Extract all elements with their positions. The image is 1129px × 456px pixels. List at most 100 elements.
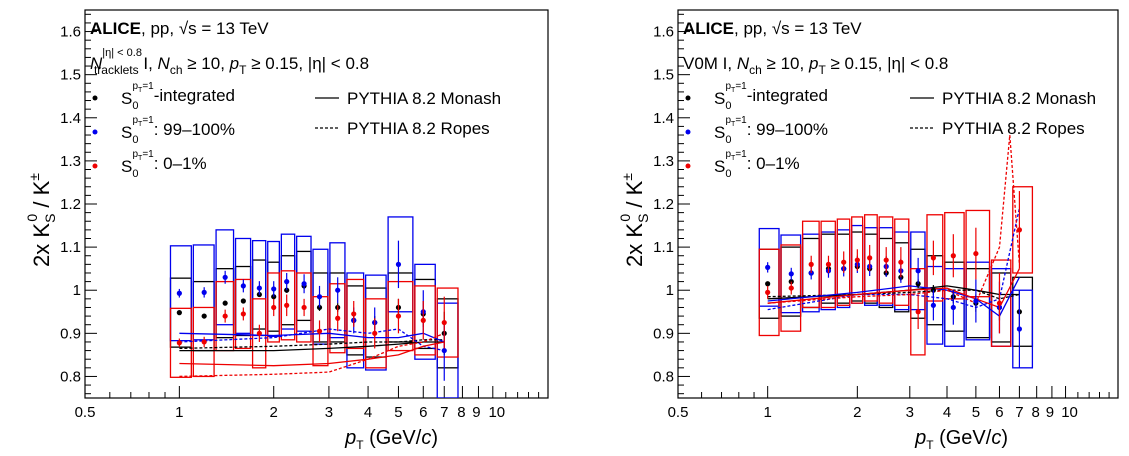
model-curve (179, 332, 445, 378)
sel-v0m: V0M I, (683, 54, 737, 73)
x-axis-title-p: p (344, 427, 356, 449)
data-point (883, 257, 889, 263)
header-energy: √s = 13 TeV (179, 19, 269, 38)
y-axis-title-slash: / K (622, 180, 647, 213)
header-experiment: ALICE (683, 19, 734, 38)
syst-box (894, 218, 910, 306)
legend-S-sup-T: T (138, 155, 143, 162)
legend-S-sub: 0 (725, 168, 731, 180)
data-point (950, 304, 956, 311)
sel-N: N (90, 54, 103, 73)
syst-box (1012, 289, 1034, 369)
syst-box (1012, 186, 1034, 274)
legend-label: S0 pT=1-integrated (121, 81, 235, 112)
x-tick-label: 8 (1032, 404, 1040, 421)
syst-box (965, 209, 991, 298)
x-tick-label: 4 (364, 404, 372, 421)
x-tick-label: 1 (763, 404, 771, 421)
y-tick-label: 1.2 (60, 196, 81, 213)
model-curve (767, 134, 1021, 305)
legend-marker (92, 95, 98, 101)
syst-box (169, 245, 192, 342)
data-point (808, 261, 814, 267)
x-tick-label: 9 (472, 404, 480, 421)
legend-S-sup-p: p (725, 115, 731, 126)
legend-S-sub: 0 (132, 168, 138, 180)
selection-text: N|η| < 0.8 tracklets I, Nch ≥ 10, pT ≥ 0.… (90, 47, 369, 77)
sel-p: p (229, 54, 239, 73)
y-axis-title-pm: ± (619, 173, 635, 181)
chart-panel-left: 0.8 0.9 1 1.1 1.2 1.3 1.4 1.5 1.6 0.5 1 2 3 4 5 6 7 8 9 10 p… (24, 9, 549, 452)
syst-box (990, 259, 1012, 347)
legend-model-label: PYTHIA 8.2 Monash (347, 89, 501, 108)
syst-box (820, 220, 836, 309)
data-point (222, 274, 228, 280)
x-tick-label: 8 (457, 404, 465, 421)
y-tick-label: 1.6 (653, 24, 674, 41)
legend-S-sup-eq: =1 (142, 81, 154, 92)
legend-S: S (714, 157, 725, 176)
syst-box (192, 306, 215, 378)
x-tick-label: 3 (325, 404, 333, 421)
data-point (854, 257, 860, 263)
data-point (441, 347, 447, 354)
legend-marker (92, 129, 98, 135)
sel-Nch: N (158, 54, 171, 73)
y-tick-label: 1.2 (653, 196, 674, 213)
legend-S: S (714, 123, 725, 142)
legend-label: S0 pT=1: 0–1% (714, 149, 800, 180)
data-point (930, 302, 936, 308)
data-point (765, 289, 771, 295)
model-curve (179, 341, 445, 352)
sel-rest1: I, (139, 54, 158, 73)
syst-box (836, 218, 851, 306)
syst-box (280, 270, 296, 341)
data-point (271, 286, 277, 292)
syst-box (346, 278, 365, 350)
syst-box (944, 268, 965, 347)
legend-label: S0 pT=1-integrated (714, 81, 828, 112)
legend-label: S0 pT=1: 99–100% (121, 115, 235, 146)
data-point (441, 319, 447, 326)
legend-marker (685, 163, 691, 169)
syst-box (296, 272, 312, 343)
data-point (176, 310, 182, 316)
sel-rest3: ≥ 0.15, |η| < 0.8 (826, 54, 949, 73)
legend-S-sub: 0 (132, 100, 138, 112)
legend-S-sup-p: p (132, 81, 138, 92)
data-point (996, 300, 1003, 306)
y-tick-label: 0.9 (60, 325, 81, 342)
selection-text: V0M I, Nch ≥ 10, pT ≥ 0.15, |η| < 0.8 (683, 54, 948, 77)
x-tick-label: 3 (906, 404, 914, 421)
model-curve (179, 341, 445, 367)
legend-label: S0 pT=1: 99–100% (714, 115, 828, 146)
sel-T: T (818, 63, 826, 77)
legend-S-sup-T: T (731, 155, 736, 162)
legend-suffix: : 0–1% (747, 154, 800, 173)
x-tick-label: 6 (419, 404, 427, 421)
data-layer (169, 216, 459, 398)
data-point (420, 317, 426, 323)
sel-sup: |η| < 0.8 (102, 47, 142, 59)
data-point (335, 315, 341, 321)
legend-S-sup-T: T (731, 121, 736, 128)
sel-rest3: ≥ 0.15, |η| < 0.8 (246, 54, 369, 73)
y-axis-title-main: 2x K (29, 223, 54, 267)
data-point (301, 281, 307, 287)
data-point (788, 285, 794, 291)
y-axis-title-sub: S (42, 214, 58, 223)
data-point (973, 298, 979, 304)
x-axis-title-c: c (421, 427, 431, 449)
legend-model-label: PYTHIA 8.2 Monash (942, 89, 1096, 108)
x-tick-label: 7 (440, 404, 448, 421)
legend-suffix: : 99–100% (154, 120, 235, 139)
legend-model-label: PYTHIA 8.2 Ropes (942, 119, 1085, 138)
sel-rest2: ≥ 10, (762, 54, 809, 73)
legend-S-sub: 0 (725, 100, 731, 112)
data-point (284, 302, 290, 308)
y-axis-title-sub: S (635, 214, 651, 223)
data-point (915, 268, 921, 274)
legend-S-sup-p: p (725, 81, 731, 92)
data-point (898, 259, 904, 265)
